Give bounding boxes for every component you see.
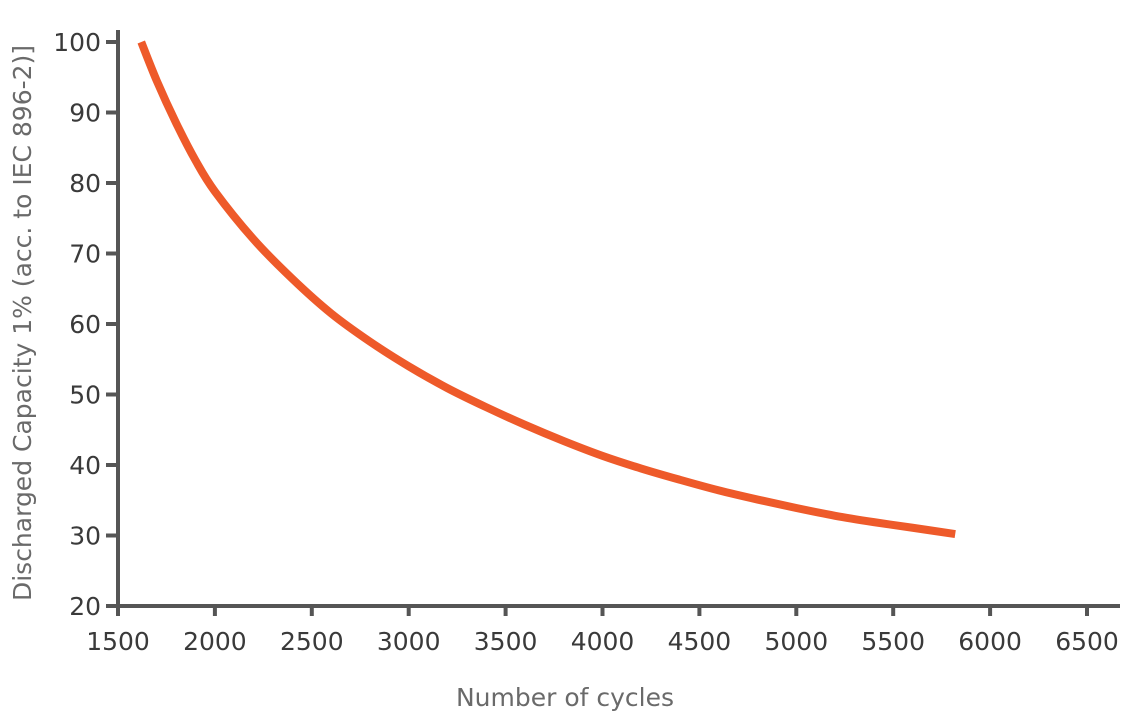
y-axis-title: Discharged Capacity 1% (acc. to IEC 896-… — [8, 45, 37, 601]
y-tick-label: 80 — [69, 169, 101, 198]
y-tick-label: 20 — [69, 592, 101, 621]
x-tick-label: 3500 — [474, 627, 538, 656]
x-tick-label: 1500 — [86, 627, 150, 656]
x-tick-label: 4500 — [668, 627, 732, 656]
x-tick-label: 6500 — [1055, 627, 1119, 656]
x-tick-label: 4000 — [571, 627, 635, 656]
y-tick-label: 100 — [53, 28, 101, 57]
axis-ticks — [106, 40, 1089, 616]
y-tick-label: 40 — [69, 451, 101, 480]
x-tick-label: 6000 — [958, 627, 1022, 656]
x-tick-label: 2000 — [183, 627, 247, 656]
series-line-0 — [137, 40, 956, 539]
y-tick-label: 30 — [69, 522, 101, 551]
series-layer — [137, 40, 956, 539]
x-tick-label: 3000 — [377, 627, 441, 656]
axis-tick-labels: 1500 2000 2500 3000 3500 4000 4500 5000 5500 6000… — [53, 28, 1119, 656]
y-tick-label: 50 — [69, 381, 101, 410]
x-tick-label: 5500 — [861, 627, 925, 656]
y-tick-label: 70 — [69, 240, 101, 269]
y-tick-label: 60 — [69, 310, 101, 339]
chart-axes — [116, 30, 1120, 608]
x-tick-label: 5000 — [764, 627, 828, 656]
x-axis-title: Number of cycles — [456, 683, 674, 712]
y-tick-label: 90 — [69, 99, 101, 128]
x-tick-label: 2500 — [280, 627, 344, 656]
